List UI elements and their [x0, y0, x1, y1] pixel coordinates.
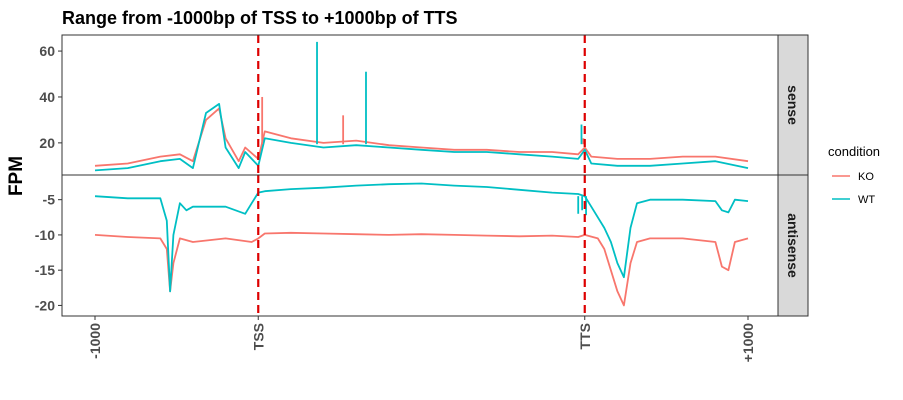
panel-border: [61, 34, 779, 176]
panel-border: [61, 174, 779, 317]
y-tick-label: -15: [35, 262, 55, 278]
series-line-wt: [94, 103, 749, 172]
facet-strip-label: sense: [785, 85, 801, 125]
series-line-ko: [94, 231, 749, 307]
series-group: [94, 182, 749, 307]
y-tick-label: 40: [39, 89, 55, 105]
x-tick-label: -1000: [87, 323, 103, 359]
y-tick-label: 20: [39, 135, 55, 151]
legend-label-ko: KO: [858, 171, 874, 183]
facet-strip: [777, 34, 809, 176]
facet-strip: [777, 174, 809, 317]
x-tick-label: TTS: [577, 323, 593, 349]
y-tick-label: -10: [35, 227, 55, 243]
legend: condition KO WT: [828, 144, 880, 206]
legend-title: condition: [828, 144, 880, 159]
panel-antisense: -5 -10 -15 -20 antisense: [35, 174, 809, 317]
series-line-ko: [94, 107, 749, 167]
legend-label-wt: WT: [858, 194, 875, 206]
y-tick-label: -20: [35, 297, 55, 313]
y-tick-label: 60: [39, 43, 55, 59]
panel-sense: 20 40 60 sense: [39, 34, 809, 176]
y-tick-label: -5: [43, 192, 56, 208]
chart-title: Range from -1000bp of TSS to +1000bp of …: [62, 8, 458, 28]
series-line-wt: [94, 182, 749, 293]
series-group: [94, 41, 749, 172]
x-tick-label: TSS: [250, 323, 266, 350]
facet-strip-label: antisense: [785, 213, 801, 278]
x-tick-label: +1000: [740, 323, 756, 363]
y-axis-label: FPM: [6, 156, 27, 196]
